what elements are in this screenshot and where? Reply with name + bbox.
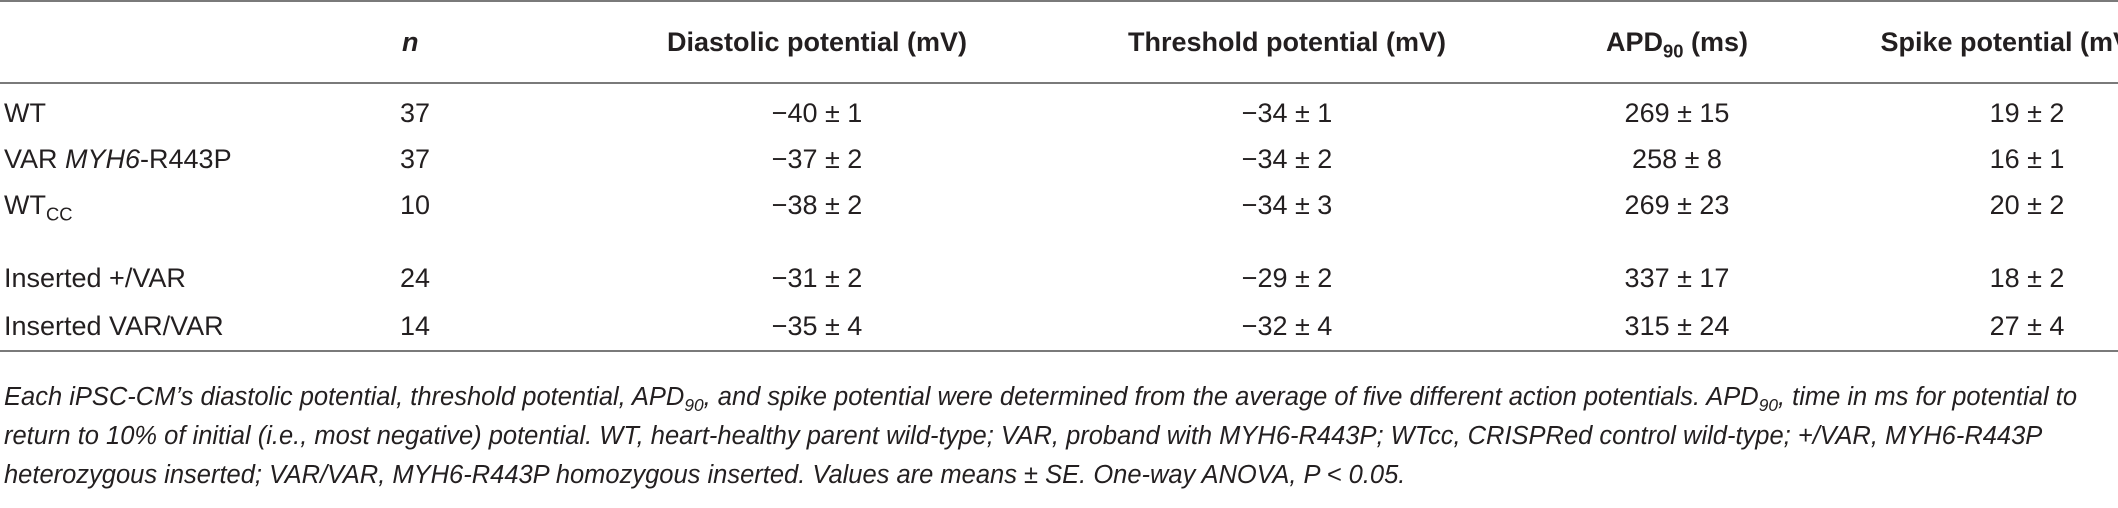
diastolic-cell: −35 ± 4 xyxy=(572,302,1062,352)
header-apd-unit: (ms) xyxy=(1683,26,1748,57)
header-apd-main: APD xyxy=(1606,26,1664,57)
n-cell: 24 xyxy=(400,263,431,293)
apd-cell: 269 ± 15 xyxy=(1624,97,1730,128)
header-apd: APD90 (ms) xyxy=(1512,0,1842,84)
group-variant: -R443P xyxy=(140,143,232,174)
header-row: n Diastolic potential (mV) Threshold pot… xyxy=(0,0,2118,84)
table-row: VAR MYH6-R443P 37 −37 ± 2 −34 ± 2 258 ± … xyxy=(0,136,2118,182)
header-group xyxy=(0,0,384,84)
spike-cell: 19 ± 2 xyxy=(1989,97,2065,128)
spike-cell: 16 ± 1 xyxy=(1989,143,2065,174)
threshold-cell: −32 ± 4 xyxy=(1062,302,1512,352)
threshold-cell: −34 ± 1 xyxy=(1241,97,1333,128)
group-cell: WT xyxy=(4,97,46,128)
footnote-sub1: 90 xyxy=(684,395,704,416)
table-row: WT 37 −40 ± 1 −34 ± 1 269 ± 15 19 ± 2 xyxy=(0,83,2118,136)
diastolic-cell: −31 ± 2 xyxy=(771,263,863,293)
header-spike: Spike potential (mV) xyxy=(1842,0,2118,84)
diastolic-cell: −40 ± 1 xyxy=(771,97,863,128)
diastolic-cell: −37 ± 2 xyxy=(771,143,863,174)
spike-cell: 18 ± 2 xyxy=(1989,263,2065,293)
group-subscript: CC xyxy=(45,202,73,224)
threshold-cell: −34 ± 2 xyxy=(1241,143,1333,174)
header-n: n xyxy=(384,0,572,84)
footnote-part2: , and spike potential were determined fr… xyxy=(703,383,1759,411)
data-table: n Diastolic potential (mV) Threshold pot… xyxy=(0,0,2118,352)
threshold-cell: −34 ± 3 xyxy=(1241,189,1333,220)
apd-cell: 269 ± 23 xyxy=(1624,189,1730,220)
footnote-part1: Each iPSC-CM’s diastolic potential, thre… xyxy=(4,383,685,411)
group-cell: Inserted VAR/VAR xyxy=(0,302,384,352)
apd-cell: 315 ± 24 xyxy=(1512,302,1842,352)
table-row: WTCC 10 −38 ± 2 −34 ± 3 269 ± 23 20 ± 2 xyxy=(0,182,2118,228)
footnote-part3: , time in ms for potential to return to … xyxy=(4,383,2078,489)
header-apd-sub: 90 xyxy=(1663,39,1684,61)
group-name: WT xyxy=(4,189,46,220)
table-footnote: Each iPSC-CM’s diastolic potential, thre… xyxy=(4,378,2112,495)
apd-cell: 337 ± 17 xyxy=(1624,263,1730,293)
threshold-cell: −29 ± 2 xyxy=(1241,263,1333,293)
diastolic-cell: −38 ± 2 xyxy=(771,189,863,220)
header-threshold: Threshold potential (mV) xyxy=(1062,0,1512,84)
header-diastolic: Diastolic potential (mV) xyxy=(572,0,1062,84)
n-cell: 37 xyxy=(400,97,431,128)
group-name: VAR xyxy=(4,143,66,174)
table-row: Inserted VAR/VAR 14 −35 ± 4 −32 ± 4 315 … xyxy=(0,302,2118,352)
group-cell: Inserted +/VAR xyxy=(4,263,186,293)
n-cell: 10 xyxy=(400,189,431,220)
group-cell: VAR MYH6-R443P xyxy=(0,136,384,182)
spike-cell: 20 ± 2 xyxy=(1989,189,2065,220)
table-row: Inserted +/VAR 24 −31 ± 2 −29 ± 2 337 ± … xyxy=(0,228,2118,302)
n-cell: 14 xyxy=(384,302,572,352)
spike-cell: 27 ± 4 xyxy=(1842,302,2118,352)
footnote-sub2: 90 xyxy=(1758,395,1778,416)
group-gene: MYH6 xyxy=(65,143,141,174)
group-cell: WTCC xyxy=(0,182,384,228)
apd-cell: 258 ± 8 xyxy=(1632,143,1722,174)
n-cell: 37 xyxy=(400,143,431,174)
